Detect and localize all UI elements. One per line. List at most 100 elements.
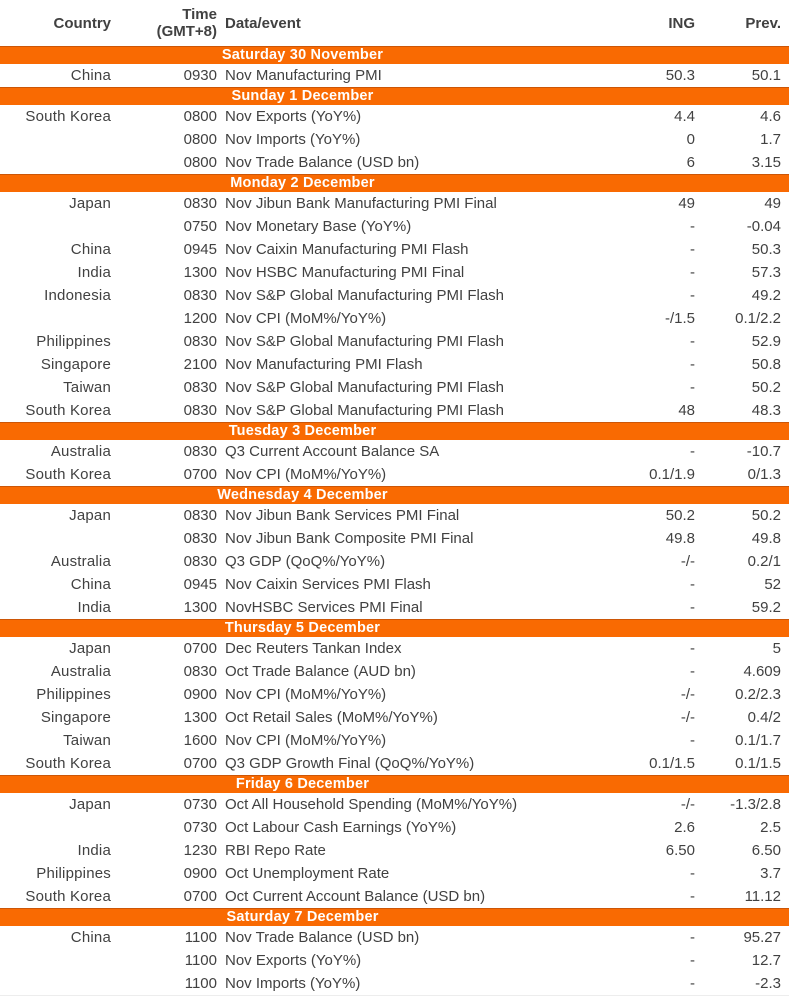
country-cell: Indonesia (44, 287, 111, 304)
previous-value-cell: 50.8 (751, 356, 781, 373)
ing-forecast-cell: 50.3 (665, 67, 695, 84)
country-cell (0, 151, 120, 175)
event-cell: Q3 GDP Growth Final (QoQ%/YoY%) (225, 755, 475, 772)
event-cell: Nov CPI (MoM%/YoY%) (225, 686, 387, 703)
previous-value-cell: 0.1/2.2 (735, 310, 781, 327)
table-row: Singapore 1300 Oct Retail Sales (MoM%/YoY%… (0, 706, 789, 729)
table-row: South Korea 0800 Nov Exports (YoY%) 4.4 4.6 (0, 105, 789, 128)
table-row: 0750 Nov Monetary Base (YoY%) - -0.04 (0, 215, 789, 238)
ing-forecast-cell: -/- (680, 686, 695, 703)
previous-value-cell: 11.12 (744, 888, 781, 905)
ing-forecast-cell: - (690, 379, 695, 396)
section-header-row: Friday 6 December (0, 775, 789, 793)
section-header-cell: Tuesday 3 December (0, 422, 789, 440)
column-header-prev: Prev. (745, 14, 781, 32)
time-cell: 0830 (183, 195, 217, 212)
section-header-cell: Sunday 1 December (0, 87, 789, 105)
event-cell: Oct Current Account Balance (USD bn) (225, 888, 486, 905)
country-cell: China (70, 576, 111, 593)
event-cell: Nov Trade Balance (USD bn) (225, 929, 420, 946)
country-cell: Australia (50, 663, 111, 680)
previous-value-cell: 49.2 (751, 287, 781, 304)
event-cell: RBI Repo Rate (225, 842, 326, 859)
time-cell: 1600 (183, 732, 217, 749)
section-title: Saturday 7 December (226, 909, 379, 925)
country-cell (0, 215, 120, 238)
country-cell: China (70, 929, 111, 946)
event-cell: Nov CPI (MoM%/YoY%) (225, 732, 387, 749)
previous-value-cell: -0.04 (746, 218, 781, 235)
event-cell: Nov Exports (YoY%) (225, 108, 362, 125)
section-header-cell: Monday 2 December (0, 174, 789, 192)
section-header-row: Sunday 1 December (0, 87, 789, 105)
ing-forecast-cell: - (690, 663, 695, 680)
event-cell: Nov Monetary Base (YoY%) (225, 218, 412, 235)
table-row: Taiwan 1600 Nov CPI (MoM%/YoY%) - 0.1/1.7 (0, 729, 789, 752)
previous-value-cell: 50.3 (751, 241, 781, 258)
time-cell: 0700 (183, 640, 217, 657)
time-cell: 1100 (184, 975, 217, 992)
event-cell: Nov S&P Global Manufacturing PMI Flash (225, 333, 505, 350)
event-cell: NovHSBC Services PMI Final (225, 599, 423, 616)
section-title: Saturday 30 November (221, 47, 384, 63)
table-row: South Korea 0830 Nov S&P Global Manufactur… (0, 399, 789, 423)
event-cell: Oct Retail Sales (MoM%/YoY%) (225, 709, 438, 726)
event-cell: Nov Exports (YoY%) (225, 952, 362, 969)
country-cell: Singapore (40, 709, 111, 726)
time-cell: 0750 (183, 218, 217, 235)
time-cell: 1300 (183, 599, 217, 616)
ing-forecast-cell: - (690, 287, 695, 304)
country-cell: India (77, 599, 111, 616)
ing-forecast-cell: - (690, 356, 695, 373)
time-cell: 1100 (184, 929, 217, 946)
time-cell: 0700 (183, 466, 217, 483)
country-cell: South Korea (25, 466, 111, 483)
previous-value-cell: 49.8 (751, 530, 781, 547)
country-cell: India (77, 264, 111, 281)
ing-forecast-cell: - (690, 975, 695, 992)
time-cell: 0700 (183, 888, 217, 905)
country-cell: China (70, 241, 111, 258)
time-cell: 0800 (183, 154, 217, 171)
ing-forecast-cell: 6 (686, 154, 695, 171)
country-cell: China (70, 67, 111, 84)
previous-value-cell: -1.3/2.8 (730, 796, 781, 813)
event-cell: Nov HSBC Manufacturing PMI Final (225, 264, 465, 281)
table-row: China 0945 Nov Caixin Manufacturing PMI Fl… (0, 238, 789, 261)
ing-forecast-cell: - (690, 241, 695, 258)
previous-value-cell: 95.27 (743, 929, 781, 946)
table-row: Japan 0830 Nov Jibun Bank Manufacturing PM… (0, 192, 789, 215)
table-row: 1100 Nov Imports (YoY%) - -2.3 (0, 972, 789, 996)
time-cell: 0830 (183, 333, 217, 350)
table-row: Philippines 0900 Oct Unemployment Rate - 3.7 (0, 862, 789, 885)
event-cell: Oct Trade Balance (AUD bn) (225, 663, 416, 680)
ing-forecast-cell: - (690, 952, 695, 969)
table-row: 0800 Nov Imports (YoY%) 0 1.7 (0, 128, 789, 151)
time-cell: 1100 (184, 952, 217, 969)
event-cell: Nov Caixin Manufacturing PMI Flash (225, 241, 469, 258)
table-row: 1100 Nov Exports (YoY%) - 12.7 (0, 949, 789, 972)
section-title: Monday 2 December (230, 175, 375, 191)
section-title: Sunday 1 December (231, 88, 374, 104)
country-cell: Japan (69, 640, 111, 657)
country-cell: Japan (69, 195, 111, 212)
event-cell: Nov Jibun Bank Manufacturing PMI Final (225, 195, 497, 212)
column-header-time-line1: Time (182, 6, 217, 23)
previous-value-cell: 0.2/2.3 (735, 686, 781, 703)
country-cell: Philippines (36, 865, 111, 882)
country-cell (0, 128, 120, 151)
column-header-time-line2: (GMT+8) (156, 23, 217, 40)
table-row: Japan 0730 Oct All Household Spending (MoM… (0, 793, 789, 816)
table-row: China 0930 Nov Manufacturing PMI 50.3 50.1 (0, 64, 789, 88)
previous-value-cell: 49 (764, 195, 781, 212)
event-cell: Q3 Current Account Balance SA (225, 443, 440, 460)
previous-value-cell: 0.1/1.7 (735, 732, 781, 749)
previous-value-cell: -2.3 (755, 975, 781, 992)
time-cell: 0730 (183, 819, 217, 836)
ing-forecast-cell: 6.50 (665, 842, 695, 859)
table-row: China 0945 Nov Caixin Services PMI Flash - 5… (0, 573, 789, 596)
ing-forecast-cell: 50.2 (665, 507, 695, 524)
event-cell: Oct Labour Cash Earnings (YoY%) (225, 819, 457, 836)
previous-value-cell: 3.7 (760, 865, 781, 882)
time-cell: 0830 (183, 663, 217, 680)
